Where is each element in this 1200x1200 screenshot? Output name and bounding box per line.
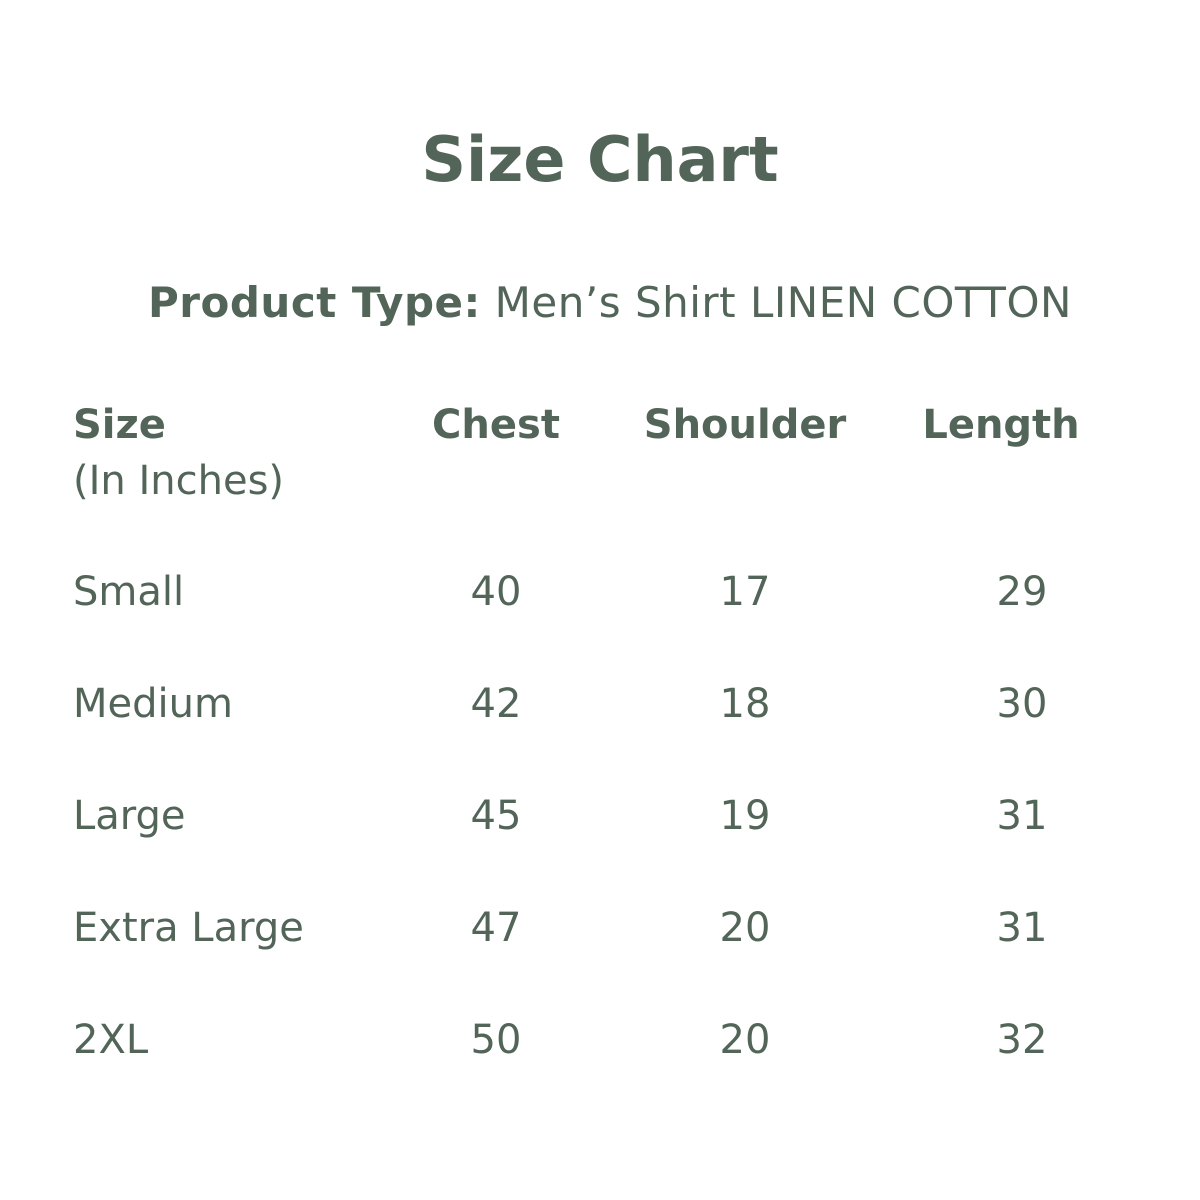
cell-length: 30: [996, 681, 1048, 727]
cell-length: 32: [996, 1017, 1048, 1063]
product-type-label: Product Type:: [148, 278, 481, 327]
cell-chest: 50: [470, 1017, 522, 1063]
size-unit-note: (In Inches): [73, 458, 285, 504]
cell-shoulder: 20: [719, 905, 771, 951]
cell-shoulder: 17: [719, 569, 771, 615]
cell-length: 31: [996, 793, 1048, 839]
cell-chest: 42: [470, 681, 522, 727]
product-type: Product Type: Men’s Shirt LINEN COTTON: [148, 278, 1072, 328]
header-chest: Chest: [432, 402, 560, 448]
cell-shoulder: 19: [719, 793, 771, 839]
cell-size: Extra Large: [73, 905, 304, 951]
cell-length: 29: [996, 569, 1048, 615]
cell-chest: 47: [470, 905, 522, 951]
page-title: Size Chart: [421, 123, 779, 196]
cell-size: 2XL: [73, 1017, 149, 1063]
cell-size: Medium: [73, 681, 233, 727]
cell-size: Large: [73, 793, 186, 839]
header-length: Length: [922, 402, 1080, 448]
header-size: Size: [73, 402, 166, 448]
cell-chest: 45: [470, 793, 522, 839]
cell-chest: 40: [470, 569, 522, 615]
cell-size: Small: [73, 569, 185, 615]
cell-shoulder: 20: [719, 1017, 771, 1063]
cell-shoulder: 18: [719, 681, 771, 727]
product-type-value: Men’s Shirt LINEN COTTON: [494, 278, 1072, 327]
cell-length: 31: [996, 905, 1048, 951]
header-shoulder: Shoulder: [643, 402, 847, 448]
